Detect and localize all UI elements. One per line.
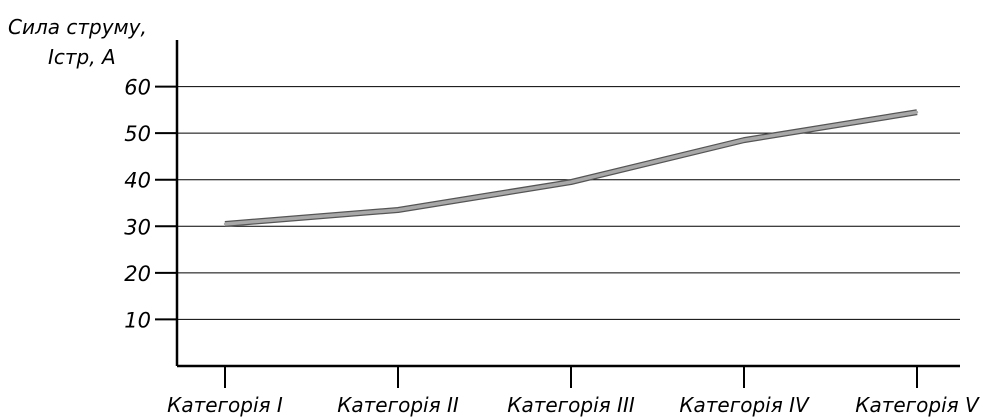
- y-tick-label: 40: [124, 169, 151, 193]
- x-tick-label: Категорія I: [167, 393, 283, 417]
- y-axis-label-line2: Iстр, А: [48, 45, 116, 69]
- series-line: [224, 110, 918, 226]
- y-tick-label: 60: [124, 76, 151, 100]
- grid-lines: [177, 86, 960, 320]
- y-tick-label: 30: [124, 215, 151, 239]
- data-point: [569, 180, 573, 184]
- x-axis-ticks: Категорія I Категорія II Категорія III Кате…: [167, 366, 980, 417]
- y-axis-ticks: 10 20 30 40 50 60: [124, 76, 177, 332]
- y-tick-label: 10: [124, 308, 151, 332]
- data-point: [223, 222, 227, 226]
- data-point: [742, 138, 746, 142]
- x-tick-label: Категорія II: [337, 393, 459, 417]
- y-tick-label: 20: [124, 262, 151, 286]
- data-point: [396, 208, 400, 212]
- y-tick-label: 50: [124, 122, 151, 146]
- series-group: [223, 109, 919, 227]
- y-axis-label-line1: Сила струму,: [8, 15, 147, 39]
- x-tick-label: Категорія V: [855, 393, 980, 417]
- x-tick-label: Категорія III: [507, 393, 635, 417]
- x-tick-label: Категорія IV: [679, 393, 810, 417]
- data-point: [915, 110, 919, 114]
